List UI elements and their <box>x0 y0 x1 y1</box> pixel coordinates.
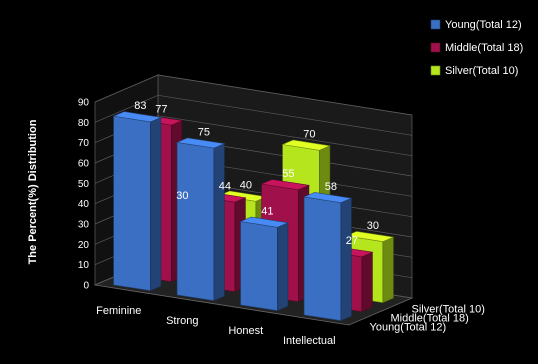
data-label: 83 <box>134 100 146 112</box>
legend-swatch <box>430 65 441 76</box>
gridline <box>94 74 413 116</box>
y-tick-label: 40 <box>78 199 90 210</box>
depth-axis-label: Young(Total 12) <box>370 322 447 334</box>
data-label: 41 <box>261 206 273 218</box>
category-label: Honest <box>228 325 263 337</box>
data-label: 58 <box>325 181 337 193</box>
data-label: 27 <box>346 235 358 247</box>
y-tick-label: 90 <box>78 98 90 109</box>
legend-item: Middle(Total 18) <box>430 42 523 54</box>
legend-label: Silver(Total 10) <box>445 65 518 77</box>
y-tick-label: 30 <box>78 220 90 231</box>
y-tick-label: 80 <box>78 118 90 129</box>
legend-label: Middle(Total 18) <box>445 42 523 54</box>
legend-swatch <box>430 19 441 30</box>
bar-young-intellectual <box>303 192 353 322</box>
y-axis-title: The Percent(%) Distribution <box>27 119 39 264</box>
y-tick-label: 50 <box>78 179 90 190</box>
data-label: 40 <box>240 180 252 192</box>
legend-swatch <box>430 42 441 53</box>
data-label: 55 <box>282 168 294 180</box>
data-label: 30 <box>367 220 379 232</box>
y-tick-label: 60 <box>78 159 90 170</box>
gridline <box>94 94 413 136</box>
legend-item: Silver(Total 10) <box>430 65 518 77</box>
data-label: 75 <box>198 127 210 139</box>
y-tick-label: 20 <box>78 240 90 251</box>
data-label: 30 <box>176 190 188 202</box>
depth-axis-label: Middle(Total 18) <box>391 313 469 325</box>
category-label: Strong <box>166 315 198 327</box>
bars <box>112 111 395 322</box>
category-label: Feminine <box>96 305 141 317</box>
labels: 0 10 20 30 40 50 60 70 80 90 30 40 70 30 77 44 55 27 83 75 4… <box>78 19 523 347</box>
data-label: 70 <box>303 129 315 141</box>
legend-item: Young(Total 12) <box>430 19 522 31</box>
y-tick-label: 10 <box>78 260 90 271</box>
depth-axis-label: Silver(Total 10) <box>412 304 485 316</box>
bar-young-honest <box>239 216 289 312</box>
y-tick-label: 70 <box>78 138 90 149</box>
category-label: Intellectual <box>283 335 336 347</box>
bar-young-feminine <box>112 111 162 292</box>
data-label: 77 <box>155 103 167 115</box>
y-tick-label: 0 <box>83 281 89 292</box>
legend-label: Young(Total 12) <box>445 19 522 31</box>
bar-young-strong <box>176 137 226 302</box>
data-label: 44 <box>219 181 231 193</box>
